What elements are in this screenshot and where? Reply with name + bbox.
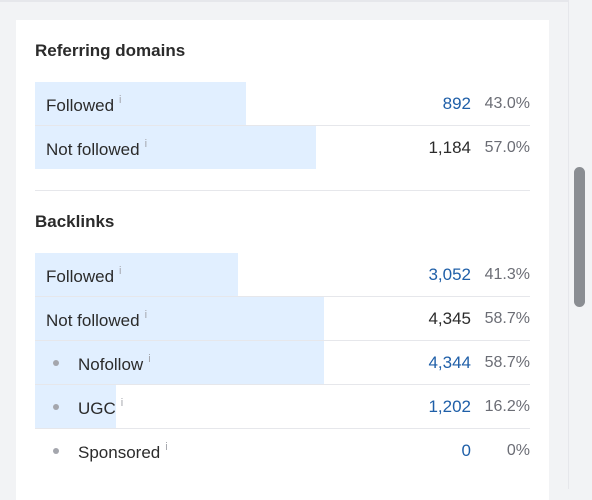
bl-not-followed-label: Not followed i: [46, 309, 147, 331]
bl-nofollow-text: Nofollow: [78, 355, 144, 374]
bl-ugc-label: UGC i: [78, 397, 123, 419]
info-icon[interactable]: i: [119, 94, 122, 106]
bl-ugc-text: UGC: [78, 399, 116, 418]
info-icon[interactable]: i: [165, 441, 168, 453]
info-icon[interactable]: i: [119, 265, 122, 277]
bl-nofollow-label: Nofollow i: [78, 353, 151, 375]
info-icon[interactable]: i: [144, 138, 148, 150]
bl-nofollow-percent: 58.7%: [484, 354, 530, 371]
bl-sponsored-label: Sponsored i: [78, 441, 168, 463]
bl-ugc-percent: 16.2%: [484, 398, 530, 415]
scrollbar-track[interactable]: [568, 0, 592, 489]
rd-not-followed-label: Not followed i: [46, 138, 147, 160]
rd-followed-text: Followed: [46, 96, 115, 115]
backlinks-title: Backlinks: [35, 212, 115, 231]
bl-sponsored-row: Sponsored i 0 0%: [35, 429, 530, 472]
bl-followed-value[interactable]: 3,052: [428, 265, 471, 284]
rd-not-followed-value: 1,184: [428, 138, 471, 157]
bl-not-followed-percent: 58.7%: [484, 310, 530, 327]
info-icon[interactable]: i: [144, 309, 148, 321]
bl-followed-percent: 41.3%: [484, 266, 530, 283]
bl-not-followed-text: Not followed: [46, 311, 140, 330]
rd-followed-percent: 43.0%: [484, 95, 530, 112]
bullet-icon: [53, 448, 59, 454]
bl-ugc-value[interactable]: 1,202: [428, 397, 471, 416]
bl-ugc-bar: [35, 385, 116, 428]
rd-not-followed-bar: [35, 126, 316, 169]
bl-nofollow-row: Nofollow i 4,344 58.7%: [35, 341, 530, 385]
bullet-icon: [53, 404, 59, 410]
bl-followed-label: Followed i: [46, 265, 122, 287]
bl-not-followed-row: Not followed i 4,345 58.7%: [35, 297, 530, 341]
rd-followed-label: Followed i: [46, 94, 122, 116]
rd-followed-row: Followed i 892 43.0%: [35, 82, 530, 126]
bullet-icon: [53, 360, 59, 366]
section-divider: [35, 190, 530, 191]
top-divider: [0, 0, 568, 2]
link-attributes-card: Referring domains Followed i 892 43.0% No…: [16, 20, 549, 500]
scrollbar-thumb[interactable]: [574, 167, 585, 307]
info-icon[interactable]: i: [120, 397, 124, 409]
bl-sponsored-text: Sponsored: [78, 443, 161, 462]
rd-not-followed-percent: 57.0%: [484, 139, 530, 156]
bl-ugc-row: UGC i 1,202 16.2%: [35, 385, 530, 429]
bl-sponsored-percent: 0%: [506, 442, 530, 459]
bl-nofollow-value[interactable]: 4,344: [428, 353, 471, 372]
bl-followed-text: Followed: [46, 267, 115, 286]
rd-followed-value[interactable]: 892: [442, 94, 471, 113]
bl-followed-row: Followed i 3,052 41.3%: [35, 253, 530, 297]
rd-not-followed-text: Not followed: [46, 140, 140, 159]
info-icon[interactable]: i: [148, 353, 151, 365]
bl-not-followed-bar: [35, 297, 324, 340]
rd-followed-bar: [35, 82, 246, 125]
bl-followed-bar: [35, 253, 238, 296]
bl-sponsored-value[interactable]: 0: [461, 441, 471, 460]
bl-not-followed-value: 4,345: [428, 309, 471, 328]
bl-nofollow-bar: [35, 341, 324, 384]
referring-domains-title: Referring domains: [35, 41, 186, 60]
rd-not-followed-row: Not followed i 1,184 57.0%: [35, 126, 530, 169]
